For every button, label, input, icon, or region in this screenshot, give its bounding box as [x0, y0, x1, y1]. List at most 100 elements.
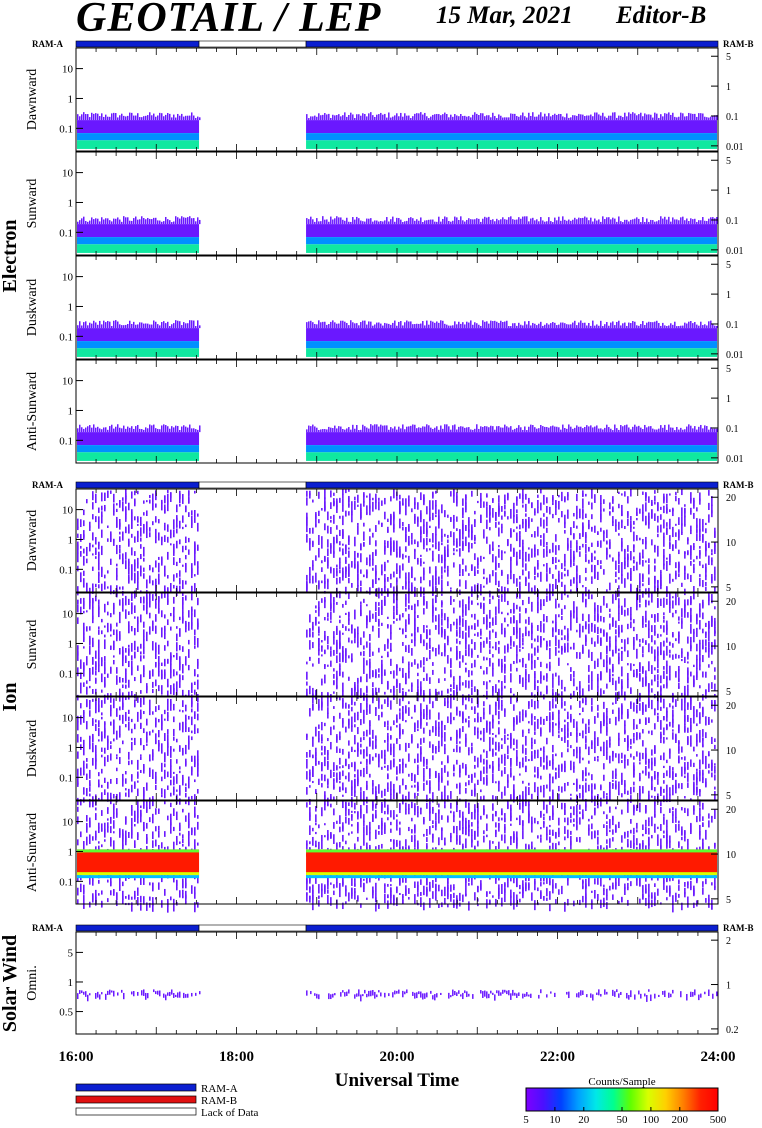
- flux-speck: [195, 117, 197, 121]
- count-speck: [654, 490, 656, 494]
- count-speck: [453, 681, 455, 690]
- count-speck: [387, 588, 389, 592]
- count-speck: [408, 580, 410, 591]
- count-speck: [627, 572, 629, 580]
- count-speck: [399, 570, 401, 579]
- count-speck: [339, 567, 341, 570]
- flux-speck: [594, 112, 596, 121]
- count-speck: [321, 681, 323, 686]
- flux-speck: [698, 426, 700, 433]
- count-speck: [525, 518, 527, 527]
- count-speck: [504, 586, 506, 594]
- count-speck: [624, 639, 626, 648]
- count-speck: [609, 582, 611, 591]
- count-speck: [321, 598, 323, 603]
- count-speck: [537, 645, 539, 652]
- flux-speck: [139, 322, 141, 329]
- count-speck: [438, 541, 440, 545]
- count-speck: [405, 577, 407, 586]
- flux-speck: [634, 424, 636, 433]
- flux-speck: [600, 115, 602, 121]
- count-speck: [510, 563, 512, 573]
- count-speck: [468, 625, 470, 629]
- count-speck: [507, 539, 509, 545]
- count-speck: [131, 660, 133, 669]
- count-speck: [645, 560, 647, 563]
- flux-speck: [119, 324, 121, 329]
- count-speck: [104, 656, 106, 662]
- count-speck: [414, 502, 416, 510]
- count-speck: [669, 606, 671, 613]
- flux-speck: [360, 220, 362, 225]
- count-speck: [645, 642, 647, 645]
- flux-speck: [538, 114, 540, 121]
- count-speck: [86, 763, 88, 769]
- count-speck: [167, 551, 169, 560]
- count-speck: [558, 629, 560, 635]
- flux-speck: [344, 321, 346, 329]
- count-speck: [435, 542, 437, 550]
- count-speck: [188, 639, 190, 645]
- count-speck: [453, 676, 455, 680]
- count-speck: [459, 573, 461, 577]
- count-speck: [378, 497, 380, 501]
- count-speck: [498, 647, 500, 654]
- count-speck: [489, 517, 491, 523]
- count-speck: [372, 625, 374, 632]
- flux-speck: [482, 426, 484, 433]
- flux-band: [77, 432, 200, 446]
- flux-speck: [89, 322, 91, 329]
- flux-speck: [81, 427, 83, 433]
- flux-speck: [390, 117, 392, 121]
- count-speck: [185, 545, 187, 551]
- flux-speck: [366, 218, 368, 225]
- count-speck: [173, 519, 175, 530]
- flux-speck: [668, 216, 670, 225]
- count-speck: [660, 685, 662, 691]
- count-speck: [119, 611, 121, 616]
- count-speck: [164, 573, 166, 577]
- count-speck: [143, 695, 145, 705]
- count-speck: [522, 546, 524, 554]
- flux-speck: [688, 321, 690, 329]
- count-speck: [357, 679, 359, 685]
- count-speck: [570, 610, 572, 617]
- count-speck: [137, 523, 139, 526]
- count-speck: [486, 577, 488, 583]
- flux-speck: [432, 114, 434, 121]
- count-speck: [666, 598, 668, 605]
- count-speck: [315, 512, 317, 519]
- count-speck: [708, 641, 710, 644]
- count-speck: [480, 586, 482, 596]
- flux-speck: [460, 113, 462, 121]
- count-speck: [357, 584, 359, 588]
- flux-speck: [592, 427, 594, 433]
- flux-speck: [554, 113, 556, 121]
- flux-band: [306, 133, 717, 141]
- flux-speck: [502, 322, 504, 329]
- flux-speck: [574, 320, 576, 329]
- count-speck: [357, 689, 359, 699]
- flux-speck: [538, 323, 540, 329]
- count-speck: [519, 636, 521, 645]
- flux-speck: [642, 321, 644, 329]
- count-speck: [465, 604, 467, 609]
- flux-speck: [670, 114, 672, 121]
- count-speck: [498, 679, 500, 683]
- flux-speck: [688, 112, 690, 121]
- flux-speck: [334, 218, 336, 225]
- count-speck: [576, 581, 578, 591]
- count-speck: [474, 534, 476, 540]
- flux-speck: [548, 113, 550, 121]
- count-speck: [336, 505, 338, 514]
- flux-speck: [686, 426, 688, 433]
- count-speck: [432, 662, 434, 666]
- count-speck: [98, 507, 100, 513]
- count-speck: [351, 504, 353, 514]
- count-speck: [402, 586, 404, 590]
- count-speck: [642, 511, 644, 522]
- count-speck: [354, 609, 356, 620]
- count-speck: [699, 608, 701, 618]
- count-speck: [642, 591, 644, 598]
- count-speck: [393, 489, 395, 499]
